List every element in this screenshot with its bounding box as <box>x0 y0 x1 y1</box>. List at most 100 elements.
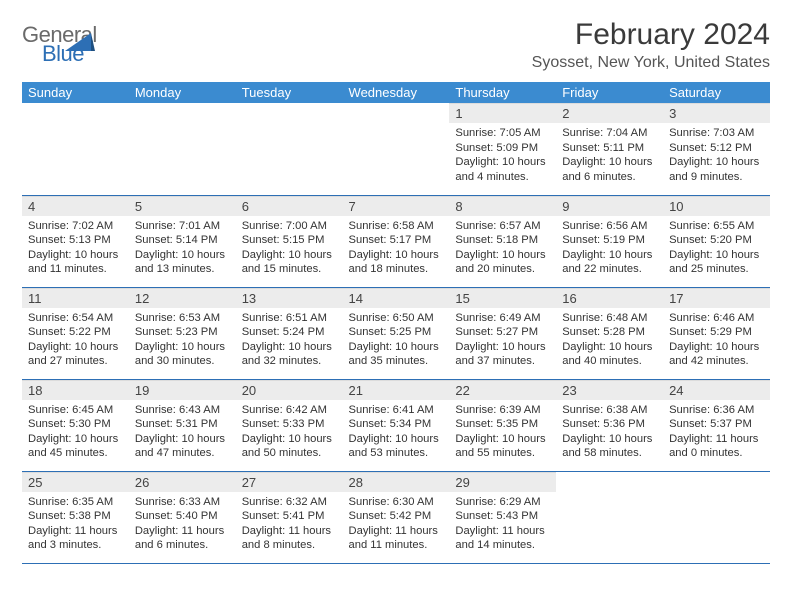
day-details: Sunrise: 7:02 AMSunset: 5:13 PMDaylight:… <box>22 216 129 281</box>
day-detail-line: Sunset: 5:12 PM <box>669 141 764 156</box>
day-details: Sunrise: 6:38 AMSunset: 5:36 PMDaylight:… <box>556 400 663 465</box>
calendar-cell-empty <box>343 103 450 195</box>
day-detail-line: and 53 minutes. <box>349 446 444 461</box>
day-detail-line: Daylight: 10 hours <box>562 340 657 355</box>
day-detail-line: Daylight: 10 hours <box>349 432 444 447</box>
day-details: Sunrise: 6:53 AMSunset: 5:23 PMDaylight:… <box>129 308 236 373</box>
day-detail-line: and 35 minutes. <box>349 354 444 369</box>
day-detail-line: and 9 minutes. <box>669 170 764 185</box>
day-detail-line: Daylight: 10 hours <box>349 340 444 355</box>
day-number: 15 <box>449 288 556 308</box>
day-details: Sunrise: 6:35 AMSunset: 5:38 PMDaylight:… <box>22 492 129 557</box>
day-details: Sunrise: 6:56 AMSunset: 5:19 PMDaylight:… <box>556 216 663 281</box>
calendar-week-row: 25Sunrise: 6:35 AMSunset: 5:38 PMDayligh… <box>22 471 770 563</box>
calendar-cell: 28Sunrise: 6:30 AMSunset: 5:42 PMDayligh… <box>343 471 450 563</box>
day-details: Sunrise: 6:51 AMSunset: 5:24 PMDaylight:… <box>236 308 343 373</box>
day-details: Sunrise: 7:00 AMSunset: 5:15 PMDaylight:… <box>236 216 343 281</box>
weekday-header: Saturday <box>663 82 770 103</box>
day-detail-line: Sunrise: 7:02 AM <box>28 219 123 234</box>
day-detail-line: and 50 minutes. <box>242 446 337 461</box>
day-number: 16 <box>556 288 663 308</box>
calendar-cell: 21Sunrise: 6:41 AMSunset: 5:34 PMDayligh… <box>343 379 450 471</box>
day-detail-line: and 3 minutes. <box>28 538 123 553</box>
day-detail-line: Sunrise: 7:01 AM <box>135 219 230 234</box>
day-detail-line: Sunrise: 6:46 AM <box>669 311 764 326</box>
day-number: 22 <box>449 380 556 400</box>
calendar-cell-empty <box>556 471 663 563</box>
day-detail-line: Daylight: 10 hours <box>455 340 550 355</box>
location-subtitle: Syosset, New York, United States <box>532 54 770 72</box>
day-details: Sunrise: 6:41 AMSunset: 5:34 PMDaylight:… <box>343 400 450 465</box>
day-detail-line: Daylight: 10 hours <box>562 432 657 447</box>
day-detail-line: and 22 minutes. <box>562 262 657 277</box>
day-detail-line: and 13 minutes. <box>135 262 230 277</box>
calendar-table: SundayMondayTuesdayWednesdayThursdayFrid… <box>22 82 770 564</box>
calendar-cell: 11Sunrise: 6:54 AMSunset: 5:22 PMDayligh… <box>22 287 129 379</box>
day-detail-line: and 42 minutes. <box>669 354 764 369</box>
day-detail-line: and 14 minutes. <box>455 538 550 553</box>
day-detail-line: Sunrise: 6:30 AM <box>349 495 444 510</box>
day-detail-line: Sunrise: 6:38 AM <box>562 403 657 418</box>
day-detail-line: Sunrise: 6:43 AM <box>135 403 230 418</box>
calendar-cell: 9Sunrise: 6:56 AMSunset: 5:19 PMDaylight… <box>556 195 663 287</box>
calendar-cell: 14Sunrise: 6:50 AMSunset: 5:25 PMDayligh… <box>343 287 450 379</box>
day-detail-line: and 6 minutes. <box>562 170 657 185</box>
day-number: 24 <box>663 380 770 400</box>
day-details: Sunrise: 6:49 AMSunset: 5:27 PMDaylight:… <box>449 308 556 373</box>
day-detail-line: Sunset: 5:37 PM <box>669 417 764 432</box>
calendar-cell: 2Sunrise: 7:04 AMSunset: 5:11 PMDaylight… <box>556 103 663 195</box>
day-details: Sunrise: 7:05 AMSunset: 5:09 PMDaylight:… <box>449 123 556 188</box>
day-detail-line: Sunset: 5:43 PM <box>455 509 550 524</box>
day-detail-line: Sunrise: 6:56 AM <box>562 219 657 234</box>
day-detail-line: Daylight: 10 hours <box>242 432 337 447</box>
weekday-header: Monday <box>129 82 236 103</box>
calendar-cell: 17Sunrise: 6:46 AMSunset: 5:29 PMDayligh… <box>663 287 770 379</box>
day-detail-line: Daylight: 10 hours <box>455 432 550 447</box>
day-details: Sunrise: 6:43 AMSunset: 5:31 PMDaylight:… <box>129 400 236 465</box>
day-detail-line: Daylight: 10 hours <box>28 248 123 263</box>
day-detail-line: Sunset: 5:33 PM <box>242 417 337 432</box>
day-detail-line: and 15 minutes. <box>242 262 337 277</box>
day-detail-line: and 58 minutes. <box>562 446 657 461</box>
title-block: February 2024 Syosset, New York, United … <box>532 18 770 72</box>
day-detail-line: Sunset: 5:09 PM <box>455 141 550 156</box>
day-details: Sunrise: 6:32 AMSunset: 5:41 PMDaylight:… <box>236 492 343 557</box>
day-detail-line: and 6 minutes. <box>135 538 230 553</box>
day-number: 12 <box>129 288 236 308</box>
weekday-header: Wednesday <box>343 82 450 103</box>
day-detail-line: Sunset: 5:13 PM <box>28 233 123 248</box>
day-number: 14 <box>343 288 450 308</box>
day-detail-line: Sunrise: 6:36 AM <box>669 403 764 418</box>
logo-triangle-icon <box>65 29 95 56</box>
day-detail-line: and 18 minutes. <box>349 262 444 277</box>
calendar-week-row: 18Sunrise: 6:45 AMSunset: 5:30 PMDayligh… <box>22 379 770 471</box>
day-detail-line: Daylight: 10 hours <box>455 248 550 263</box>
day-detail-line: Sunset: 5:41 PM <box>242 509 337 524</box>
day-details: Sunrise: 6:29 AMSunset: 5:43 PMDaylight:… <box>449 492 556 557</box>
calendar-cell: 19Sunrise: 6:43 AMSunset: 5:31 PMDayligh… <box>129 379 236 471</box>
calendar-cell: 5Sunrise: 7:01 AMSunset: 5:14 PMDaylight… <box>129 195 236 287</box>
day-detail-line: and 27 minutes. <box>28 354 123 369</box>
day-details: Sunrise: 6:54 AMSunset: 5:22 PMDaylight:… <box>22 308 129 373</box>
day-detail-line: Sunrise: 6:48 AM <box>562 311 657 326</box>
calendar-cell-empty <box>236 103 343 195</box>
day-detail-line: and 20 minutes. <box>455 262 550 277</box>
day-details: Sunrise: 6:48 AMSunset: 5:28 PMDaylight:… <box>556 308 663 373</box>
calendar-cell: 24Sunrise: 6:36 AMSunset: 5:37 PMDayligh… <box>663 379 770 471</box>
calendar-cell: 8Sunrise: 6:57 AMSunset: 5:18 PMDaylight… <box>449 195 556 287</box>
calendar-cell: 16Sunrise: 6:48 AMSunset: 5:28 PMDayligh… <box>556 287 663 379</box>
day-detail-line: Daylight: 11 hours <box>135 524 230 539</box>
day-detail-line: Daylight: 10 hours <box>242 248 337 263</box>
calendar-week-row: 1Sunrise: 7:05 AMSunset: 5:09 PMDaylight… <box>22 103 770 195</box>
day-detail-line: Sunrise: 7:05 AM <box>455 126 550 141</box>
day-detail-line: and 25 minutes. <box>669 262 764 277</box>
calendar-cell: 22Sunrise: 6:39 AMSunset: 5:35 PMDayligh… <box>449 379 556 471</box>
day-detail-line: Daylight: 10 hours <box>135 340 230 355</box>
day-number: 9 <box>556 196 663 216</box>
day-number: 27 <box>236 472 343 492</box>
day-details: Sunrise: 6:30 AMSunset: 5:42 PMDaylight:… <box>343 492 450 557</box>
day-detail-line: Sunset: 5:25 PM <box>349 325 444 340</box>
day-detail-line: and 11 minutes. <box>28 262 123 277</box>
calendar-cell: 3Sunrise: 7:03 AMSunset: 5:12 PMDaylight… <box>663 103 770 195</box>
day-detail-line: Sunset: 5:23 PM <box>135 325 230 340</box>
